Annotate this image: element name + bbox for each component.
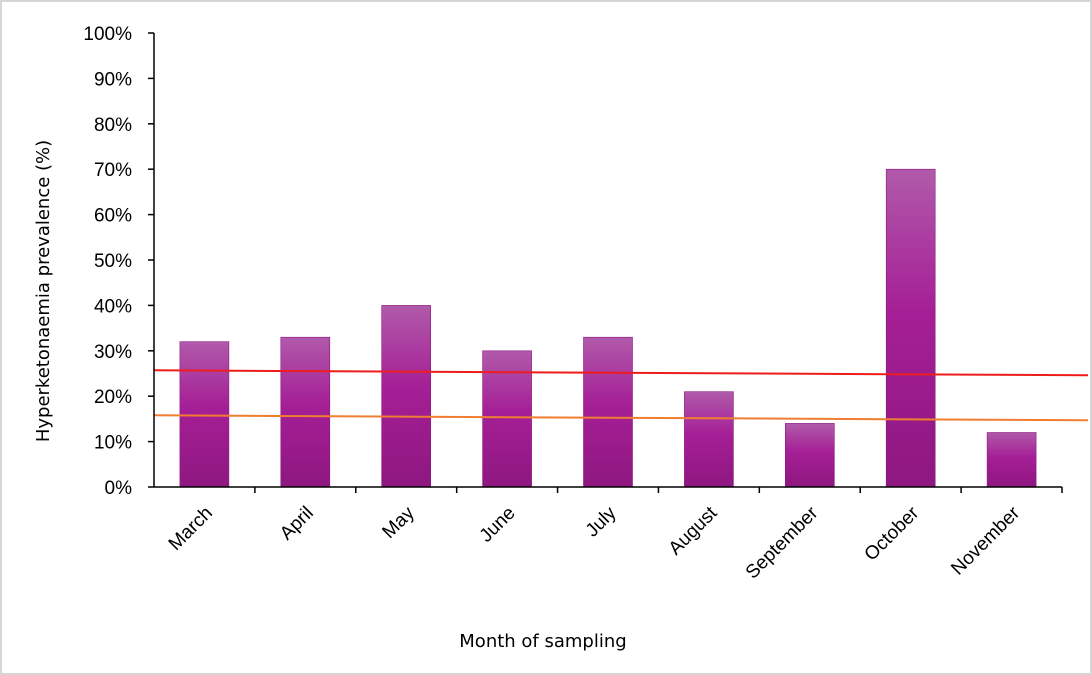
bar-may: [381, 305, 432, 488]
x-axis-title: Month of sampling: [459, 631, 626, 652]
y-tick-label: 50%: [94, 251, 132, 272]
y-axis-title: Hyperketonaemia prevalence (%): [33, 140, 54, 442]
x-tick-label: July: [582, 502, 621, 541]
bar-october: [885, 168, 936, 488]
x-tick-label: June: [476, 503, 520, 547]
y-tick-label: 80%: [94, 115, 132, 136]
y-tick-label: 30%: [94, 342, 132, 363]
y-tick-label: 100%: [83, 24, 132, 45]
axes: [148, 32, 1063, 493]
x-tick-label: May: [378, 502, 419, 543]
y-tick-label: 90%: [94, 69, 132, 90]
reference-line-2: [153, 414, 1089, 422]
y-axis-tick-labels: 0% 10% 20% 30% 40% 50% 60% 70% 80% 90% 100%: [83, 24, 132, 499]
bar-november: [986, 432, 1037, 488]
bar-march: [179, 341, 230, 488]
bar-july: [583, 336, 633, 488]
bar-august: [684, 391, 734, 488]
x-tick-label: September: [742, 502, 823, 583]
x-tick-label: November: [947, 502, 1024, 579]
y-tick-label: 40%: [94, 296, 132, 317]
bar-september: [784, 423, 835, 488]
y-tick-label: 0%: [105, 478, 133, 499]
y-tick-label: 20%: [94, 387, 132, 408]
y-tick-label: 10%: [94, 433, 132, 454]
reference-lines: [153, 369, 1089, 422]
bar-april: [280, 336, 331, 488]
x-tick-label: October: [861, 502, 924, 565]
bars: [179, 168, 1037, 488]
bar-june: [482, 350, 532, 488]
x-tick-label: August: [665, 502, 722, 559]
x-tick-label: March: [165, 503, 217, 555]
x-tick-label: April: [276, 503, 318, 545]
reference-line-1: [153, 369, 1089, 377]
y-tick-label: 60%: [94, 206, 132, 227]
x-axis-tick-labels: March April May June July August September Octo…: [165, 502, 1025, 583]
y-tick-label: 70%: [94, 160, 132, 181]
